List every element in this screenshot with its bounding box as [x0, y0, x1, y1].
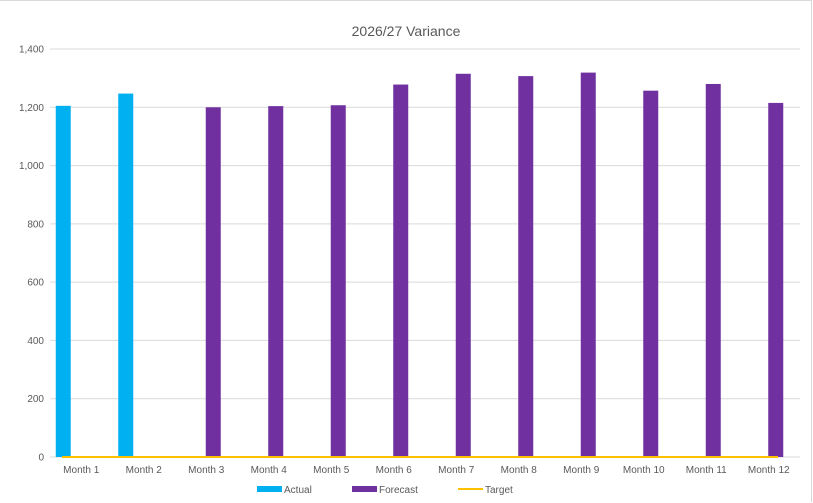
bar-forecast-12	[768, 102, 784, 458]
y-tick-label: 0	[38, 453, 44, 464]
legend-label-actual: Actual	[284, 485, 312, 496]
legend-swatch-forecast	[352, 486, 377, 492]
bar-forecast-11	[705, 83, 721, 457]
x-tick-label: Month 9	[563, 465, 600, 476]
x-tick-label: Month 12	[748, 465, 790, 476]
chart-title: 2026/27 Variance	[352, 23, 461, 39]
bar-forecast-4	[268, 106, 284, 458]
bar-forecast-5	[330, 105, 346, 457]
y-tick-label: 800	[27, 219, 44, 230]
legend-swatch-actual	[257, 486, 282, 492]
bar-forecast-3	[205, 107, 221, 458]
y-tick-label: 1,000	[19, 161, 44, 172]
x-tick-label: Month 7	[438, 465, 475, 476]
x-tick-label: Month 3	[188, 465, 225, 476]
gridlines	[50, 48, 800, 458]
bar-series	[55, 72, 784, 458]
x-tick-label: Month 10	[623, 465, 665, 476]
y-tick-label: 400	[27, 336, 44, 347]
legend-label-target: Target	[485, 485, 513, 496]
bar-forecast-7	[455, 73, 471, 458]
bar-actual-2	[118, 93, 134, 458]
y-axis-ticks: 0 200 400 600 800 1,000 1,200 1,400	[19, 45, 44, 464]
y-tick-label: 1,200	[19, 103, 44, 114]
bar-actual-1	[55, 105, 71, 457]
x-tick-label: Month 1	[63, 465, 100, 476]
x-tick-label: Month 4	[251, 465, 288, 476]
y-tick-label: 600	[27, 278, 44, 289]
y-tick-label: 1,400	[19, 45, 44, 56]
x-tick-label: Month 2	[126, 465, 163, 476]
legend: Actual Forecast Target	[257, 485, 513, 496]
bar-forecast-9	[580, 72, 596, 457]
y-tick-label: 200	[27, 394, 44, 405]
x-tick-label: Month 8	[501, 465, 538, 476]
x-tick-label: Month 6	[376, 465, 413, 476]
x-tick-label: Month 11	[686, 465, 727, 476]
x-tick-label: Month 5	[313, 465, 350, 476]
legend-label-forecast: Forecast	[379, 485, 418, 496]
x-axis-ticks: Month 1 Month 2 Month 3 Month 4 Month 5 Month…	[63, 465, 790, 476]
bar-forecast-6	[393, 84, 409, 457]
bar-forecast-10	[643, 90, 659, 457]
bar-forecast-8	[518, 76, 534, 458]
